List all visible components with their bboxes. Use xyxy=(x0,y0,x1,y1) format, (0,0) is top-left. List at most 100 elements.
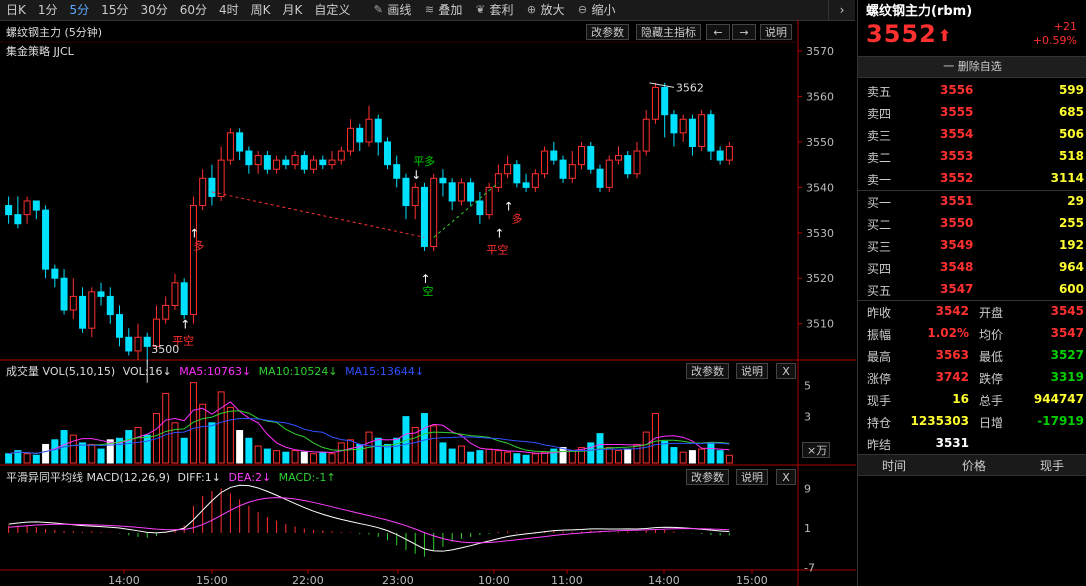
x-tick-label: 23:00 xyxy=(382,574,414,586)
period-tab[interactable]: 60分 xyxy=(179,3,207,17)
arrow-left-icon[interactable]: ← xyxy=(706,24,730,40)
change-pct: +0.59% xyxy=(1032,34,1077,47)
candle-body xyxy=(614,155,622,161)
order-book-row[interactable]: 卖三 3554 506 xyxy=(858,124,1086,146)
period-tab[interactable]: 1分 xyxy=(37,3,58,17)
volume-close-icon[interactable]: X xyxy=(776,363,796,379)
volume-bar xyxy=(217,391,225,464)
stat-value: 1235303 xyxy=(910,414,969,428)
volume-bar xyxy=(42,443,50,464)
volume-bar xyxy=(23,453,31,464)
order-book-vol: 599 xyxy=(1058,83,1084,97)
stat-row: 昨收 3542 开盘 3545 xyxy=(858,301,1086,323)
stat-label: 振幅 xyxy=(867,328,892,342)
next-page-chevron-icon[interactable]: › xyxy=(828,0,855,20)
order-book-row[interactable]: 买三 3549 192 xyxy=(858,235,1086,257)
candle-body xyxy=(42,209,50,270)
tool-button-stack[interactable]: ≋ 叠加 xyxy=(417,0,468,20)
macd-params-button[interactable]: 改参数 xyxy=(686,469,729,485)
tool-button-pencil[interactable]: ✎ 画线 xyxy=(366,0,417,20)
signal-label: 平空 xyxy=(172,334,194,348)
stat-label: 现手 xyxy=(867,394,892,408)
order-book-row[interactable]: 买二 3550 255 xyxy=(858,213,1086,235)
period-tab[interactable]: 30分 xyxy=(140,3,168,17)
candle-body xyxy=(236,132,244,152)
volume-bar xyxy=(411,426,419,464)
candle-body xyxy=(291,155,299,166)
signal-arrow-icon: ↑ xyxy=(504,199,514,213)
macd-y-tick: -7 xyxy=(804,562,815,575)
order-book-row[interactable]: 卖五 3556 599 xyxy=(858,80,1086,102)
volume-bar xyxy=(698,448,706,464)
period-tab[interactable]: 日K xyxy=(6,3,26,17)
candle-body xyxy=(383,141,391,166)
volume-bar xyxy=(79,442,87,464)
period-tab[interactable]: 15分 xyxy=(101,3,129,17)
volume-bar xyxy=(688,450,696,464)
volume-bar xyxy=(430,425,438,464)
order-book-row[interactable]: 卖四 3555 685 xyxy=(858,102,1086,124)
tool-button-money-bag[interactable]: ❦ 套利 xyxy=(468,0,519,20)
macd-diff: DIFF:1↓ xyxy=(177,471,221,484)
period-tab[interactable]: 自定义 xyxy=(314,3,351,17)
volume-bar xyxy=(393,437,401,464)
candle-body xyxy=(106,295,114,316)
volume-bar xyxy=(199,403,207,464)
order-book-row[interactable]: 买五 3547 600 xyxy=(858,279,1086,301)
candle-body xyxy=(578,145,586,166)
order-book-row[interactable]: 买一 3551 29 xyxy=(858,191,1086,213)
volume-bar xyxy=(633,443,641,464)
candle-body xyxy=(716,150,724,161)
candle-body xyxy=(116,314,124,338)
candle-body xyxy=(642,118,650,152)
volume-bar xyxy=(448,448,456,464)
x-tick-label: 15:00 xyxy=(736,574,768,586)
volume-bar xyxy=(319,451,327,464)
period-tab[interactable]: 月K xyxy=(282,3,303,17)
volume-bar xyxy=(273,450,281,464)
main-chart-title: 螺纹钢主力 (5分钟) xyxy=(6,26,103,39)
volume-params-button[interactable]: 改参数 xyxy=(686,363,729,379)
macd-close-icon[interactable]: X xyxy=(776,469,796,485)
order-book-price: 3553 xyxy=(940,149,974,163)
macd-y-tick: 1 xyxy=(804,522,811,535)
change-abs: +21 xyxy=(1053,20,1077,33)
order-book-row[interactable]: 买四 3548 964 xyxy=(858,257,1086,279)
candle-body xyxy=(14,214,22,225)
strategy-line xyxy=(433,182,499,238)
volume-help-button[interactable]: 说明 xyxy=(736,363,768,379)
candle-body xyxy=(522,182,530,188)
period-tab[interactable]: 周K xyxy=(250,3,271,17)
stat-label: 均价 xyxy=(979,328,1004,342)
volume-bar xyxy=(550,448,558,464)
period-tab[interactable]: 5分 xyxy=(69,3,90,17)
tool-label: 叠加 xyxy=(438,3,463,17)
tool-button-zoom-in[interactable]: ⊕ 放大 xyxy=(519,0,570,20)
tool-button-zoom-out[interactable]: ⊖ 缩小 xyxy=(570,0,621,20)
order-book-price: 3548 xyxy=(940,260,974,274)
hide-indicator-button[interactable]: 隐藏主指标 xyxy=(636,24,701,40)
main-params-button[interactable]: 改参数 xyxy=(586,24,629,40)
volume-bar xyxy=(559,447,567,464)
order-book-vol: 255 xyxy=(1058,216,1084,230)
y-tick-label: 3540 xyxy=(806,181,834,194)
order-book-row[interactable]: 卖二 3553 518 xyxy=(858,146,1086,168)
volume-unit-label: ×万 xyxy=(802,442,830,458)
period-tab[interactable]: 4时 xyxy=(219,3,239,17)
candle-body xyxy=(504,164,512,175)
candle-body xyxy=(226,132,234,161)
remove-watchlist-button[interactable]: 一 删除自选 xyxy=(858,56,1086,78)
order-book-row[interactable]: 卖一 3552 3114 xyxy=(858,168,1086,190)
candle-body xyxy=(282,159,290,166)
macd-help-button[interactable]: 说明 xyxy=(736,469,768,485)
arrow-right-icon[interactable]: → xyxy=(732,24,756,40)
main-help-button[interactable]: 说明 xyxy=(760,24,792,40)
macd-dea: DEA:2↓ xyxy=(228,471,272,484)
candle-body xyxy=(550,150,558,161)
candle-body xyxy=(485,186,493,216)
stat-value: 3542 xyxy=(935,304,969,318)
candle-body xyxy=(23,200,31,216)
signal-label: 平空 xyxy=(486,243,508,257)
candle-body xyxy=(624,155,632,175)
stat-row: 振幅 1.02% 均价 3547 xyxy=(858,323,1086,345)
